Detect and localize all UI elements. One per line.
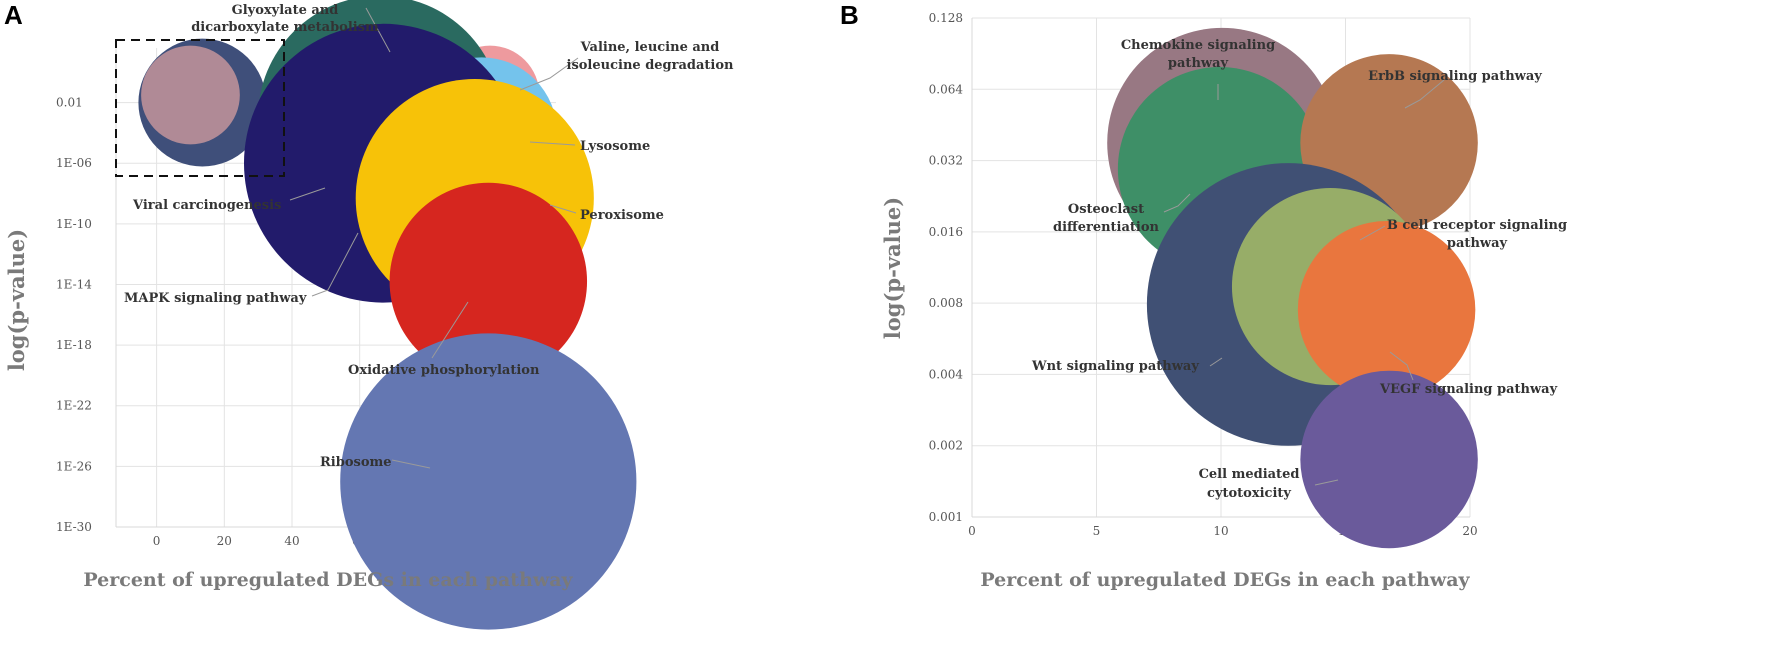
peroxisome-leader <box>549 204 577 214</box>
panel-a-bubbles <box>138 0 637 630</box>
y-tick-label: 1E-22 <box>56 399 92 413</box>
mapk-leader <box>311 232 359 297</box>
erbb-label: ErbB signaling pathway <box>1368 69 1542 84</box>
y-tick-label: 0.002 <box>929 439 963 453</box>
panel-b-bubbles <box>1107 27 1478 549</box>
y-tick-label: 0.128 <box>929 11 963 25</box>
y-tick-label: 0.001 <box>929 510 963 524</box>
ribosome-leader <box>391 459 431 469</box>
osteoclast-leader <box>1163 193 1191 213</box>
osteoclast-label-line1: Osteoclast <box>1068 202 1144 217</box>
bcell-label-line2: pathway <box>1447 236 1508 251</box>
panel-a-y-axis-label: log(p-value) <box>4 229 29 371</box>
valine-label-line2: isoleucine degradation <box>567 58 735 73</box>
panel-b-chart: B 0.128 0.064 0.032 0.016 0.008 0.004 0.002 0.0… <box>840 0 1567 591</box>
highlight-box <box>115 39 285 177</box>
cell-mediated-label-line1: Cell mediated <box>1199 467 1300 482</box>
y-tick-label: 0.016 <box>929 225 963 239</box>
panel-a-letter: A <box>4 0 23 30</box>
glyoxylate-leader <box>365 7 391 53</box>
chemokine-label-line2: pathway <box>1168 56 1229 71</box>
lysosome-label: Lysosome <box>580 139 650 154</box>
y-tick-label: 1E-30 <box>56 520 92 534</box>
x-tick-label: 20 <box>1462 524 1477 538</box>
ribosome-label: Ribosome <box>320 455 392 470</box>
cell-mediated-label-line2: cytotoxicity <box>1207 486 1291 501</box>
peroxisome-label: Peroxisome <box>580 208 664 223</box>
panel-b-y-axis-label: log(p-value) <box>880 197 905 339</box>
y-tick-label: 0.004 <box>929 367 964 381</box>
valine-leader <box>519 57 579 91</box>
y-tick-label: 0.064 <box>929 82 964 96</box>
x-tick-label: 0 <box>153 534 161 548</box>
bcell-label-line1: B cell receptor signaling <box>1387 218 1567 233</box>
y-tick-label: 1E-06 <box>56 156 92 170</box>
osteoclast-label-line2: differentiation <box>1053 220 1160 235</box>
cell-mediated-leader <box>1314 479 1339 486</box>
panel-b-letter: B <box>840 0 859 30</box>
glyoxylate-label-line2: dicarboxylate metabolism <box>191 20 379 35</box>
vegf-leader <box>1389 351 1414 381</box>
bubble-cell-mediated-cytotoxicity <box>1300 370 1478 549</box>
y-tick-label: 1E-14 <box>56 277 92 291</box>
x-tick-label: 5 <box>1093 524 1101 538</box>
y-tick-label: 0.01 <box>56 96 83 110</box>
y-tick-label: 1E-18 <box>56 338 92 352</box>
bubble-ribosome <box>340 333 637 630</box>
bubble-oxidative-phosphorylation <box>389 182 588 381</box>
panel-b-y-ticks: 0.128 0.064 0.032 0.016 0.008 0.004 0.002 0.001 <box>929 11 964 524</box>
valine-label-line1: Valine, leucine and <box>580 40 720 55</box>
viral-leader <box>289 187 326 201</box>
y-tick-label: 0.008 <box>929 296 963 310</box>
glyoxylate-label-line1: Glyoxylate and <box>232 3 339 18</box>
panel-a-y-ticks: 0.01 1E-06 1E-10 1E-14 1E-18 1E-22 1E-26 1E-30 <box>56 96 92 534</box>
x-tick-label: 10 <box>1213 524 1228 538</box>
panel-b-x-axis-label: Percent of upregulated DEGs in each path… <box>980 569 1470 591</box>
wnt-label: Wnt signaling pathway <box>1031 359 1199 374</box>
oxidative-label: Oxidative phosphorylation <box>348 363 540 378</box>
y-tick-label: 1E-10 <box>56 217 92 231</box>
y-tick-label: 0.032 <box>929 154 963 168</box>
bcell-leader <box>1359 225 1386 241</box>
viral-carcinogenesis-label: Viral carcinogenesis <box>132 198 281 213</box>
lysosome-leader <box>529 141 576 146</box>
bubble-point-2 <box>141 45 240 145</box>
panel-a-chart: A 0.01 1E-06 1E-10 1E-14 1E-18 1E-22 1E-26 1E-3… <box>4 0 734 630</box>
x-tick-label: 0 <box>968 524 976 538</box>
y-tick-label: 1E-26 <box>56 459 92 473</box>
vegf-label: VEGF signaling pathway <box>1379 382 1558 397</box>
panel-a-x-axis-label: Percent of upregulated DEGs in each path… <box>83 569 573 591</box>
oxidative-leader <box>431 301 469 359</box>
x-tick-label: 40 <box>284 534 299 548</box>
bubble-vegf-signaling-pathway <box>1297 221 1476 399</box>
chemokine-label-line1: Chemokine signaling <box>1121 38 1275 53</box>
wnt-leader <box>1209 357 1223 367</box>
erbb-leader <box>1404 79 1445 109</box>
mapk-label: MAPK signaling pathway <box>124 291 307 306</box>
x-tick-label: 20 <box>217 534 232 548</box>
